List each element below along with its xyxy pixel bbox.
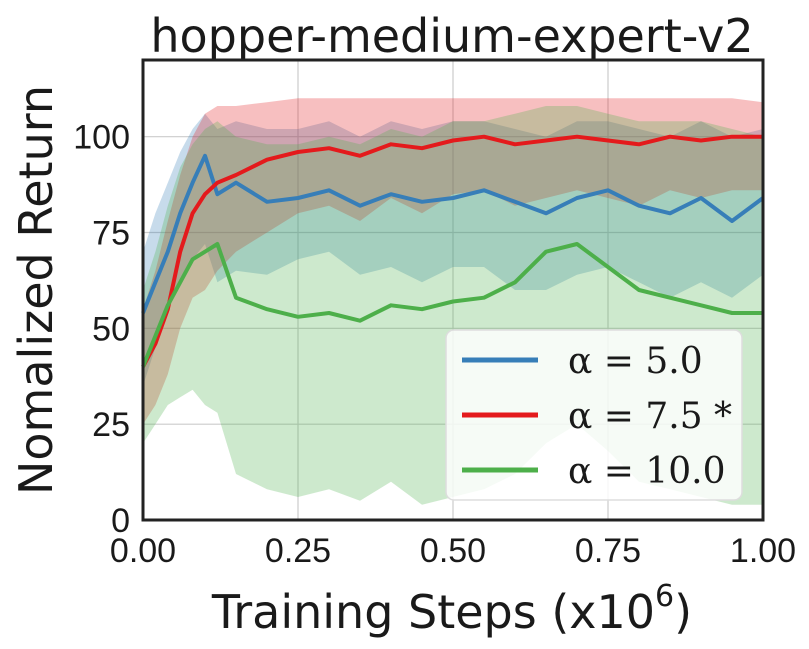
x-tick-label: 0.25 xyxy=(265,532,331,570)
series-0-band xyxy=(143,113,763,386)
legend-label: α = 10.0 xyxy=(568,451,726,492)
legend-label: α = 7.5 * xyxy=(568,396,732,437)
x-axis-label-exponent: 6 xyxy=(655,579,674,614)
y-tick-label: 100 xyxy=(73,119,130,157)
x-tick-label: 0.75 xyxy=(575,532,641,570)
chart-title: hopper-medium-expert-v2 xyxy=(150,9,753,63)
tick-labels: 0.00 0.25 0.50 0.75 1.00 0 25 50 75 100 xyxy=(73,119,796,570)
series-1-line xyxy=(141,134,763,368)
y-axis-label: Nomalized Return xyxy=(9,85,63,495)
y-tick-label: 25 xyxy=(92,406,130,444)
x-tick-label: 0.00 xyxy=(110,532,176,570)
legend-box xyxy=(445,329,743,501)
series-0-line xyxy=(141,153,765,314)
y-tick-label: 50 xyxy=(92,310,130,348)
legend: α = 5.0 α = 7.5 * α = 10.0 xyxy=(445,329,743,501)
legend-label: α = 5.0 xyxy=(568,341,703,382)
series-lines xyxy=(141,134,765,368)
x-axis-label-close: ) xyxy=(674,585,692,639)
y-tick-label: 0 xyxy=(111,502,130,540)
series-2-line xyxy=(141,242,763,368)
y-tick-label: 75 xyxy=(92,215,130,253)
x-tick-label: 1.00 xyxy=(730,532,796,570)
series-1-band xyxy=(143,98,763,425)
x-axis-label-main: Training Steps (x10 xyxy=(211,585,655,639)
x-tick-label: 0.50 xyxy=(420,532,486,570)
plot-frame xyxy=(141,58,765,522)
x-axis-label: Training Steps (x106) xyxy=(211,579,692,639)
